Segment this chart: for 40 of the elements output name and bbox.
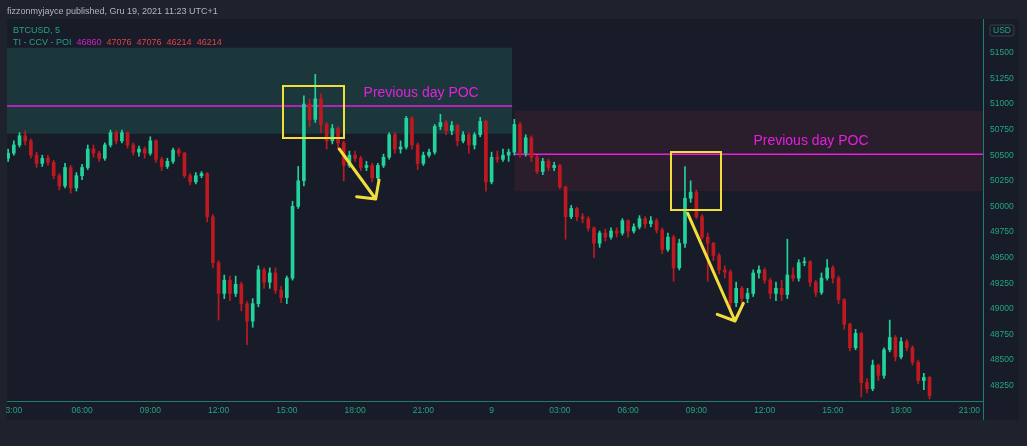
text: BTCUSD, 5 — [13, 25, 61, 36]
annotation: 46214 — [166, 37, 192, 48]
annotation: 46214 — [196, 37, 222, 48]
x-tick-label: 18:00 — [344, 405, 366, 416]
x-tick-label: 9 — [489, 405, 495, 416]
y-tick-label: 51500 — [990, 47, 1014, 58]
x-tick-label: 3:00 — [5, 405, 23, 416]
y-tick-label: 50250 — [990, 175, 1014, 186]
y-tick-label: 48250 — [990, 379, 1014, 390]
annotation: TI - CCV - POI — [13, 37, 72, 48]
y-tick-label: 48500 — [990, 354, 1014, 365]
x-tick-label: 03:00 — [549, 405, 571, 416]
y-tick-label: 49000 — [990, 303, 1014, 314]
annotation: 46860 — [76, 37, 102, 48]
y-tick-label: 51250 — [990, 72, 1014, 83]
x-tick-label: 06:00 — [71, 405, 93, 416]
y-tick-label: 48750 — [990, 328, 1014, 339]
x-tick-label: 21:00 — [958, 405, 981, 416]
y-tick-label: 49500 — [990, 251, 1014, 262]
y-tick-label: 49250 — [990, 277, 1014, 288]
x-tick-label: 06:00 — [617, 405, 639, 416]
y-tick-label: 51000 — [990, 98, 1014, 109]
y-tick-label: 50750 — [990, 123, 1014, 134]
x-tick-label: 09:00 — [139, 405, 162, 416]
y-axis-title: USD — [993, 25, 1011, 36]
y-tick-label: 50500 — [990, 149, 1014, 160]
x-tick-label: 15:00 — [822, 405, 844, 416]
series-label: Previous day POC — [753, 132, 869, 149]
annotation: 47076 — [106, 37, 132, 48]
x-tick-label: 09:00 — [685, 405, 708, 416]
y-tick-label: 49750 — [990, 226, 1014, 237]
x-tick-label: 12:00 — [207, 405, 230, 416]
annotation: 47076 — [136, 37, 162, 48]
x-tick-label: 15:00 — [276, 405, 298, 416]
text: fizzonmyjayce published, Gru 19, 2021 11:23 UTC+1 — [7, 6, 218, 17]
x-tick-label: 12:00 — [753, 405, 776, 416]
y-tick-label: 50000 — [990, 200, 1014, 211]
series-label: Previous day POC — [363, 83, 479, 100]
x-tick-label: 21:00 — [412, 405, 435, 416]
x-tick-label: 18:00 — [890, 405, 912, 416]
